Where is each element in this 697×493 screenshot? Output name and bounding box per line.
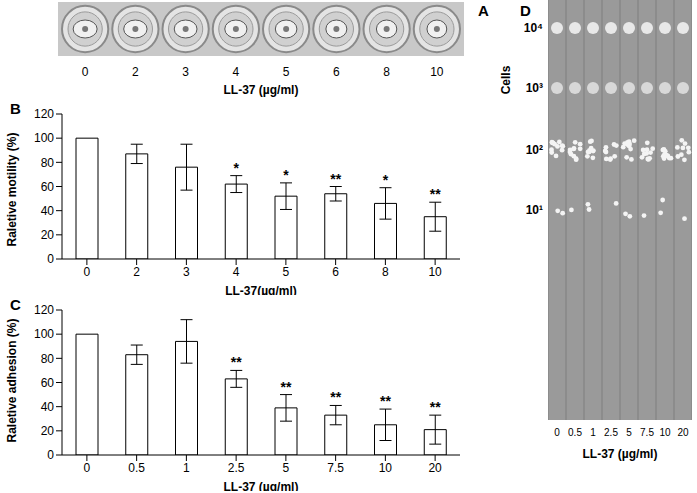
svg-text:0.5: 0.5	[128, 461, 145, 475]
svg-text:**: **	[380, 393, 391, 409]
svg-text:1: 1	[590, 427, 596, 438]
svg-text:7.5: 7.5	[640, 427, 654, 438]
svg-text:LL-37 (µg/ml): LL-37 (µg/ml)	[224, 480, 299, 491]
svg-text:2: 2	[132, 65, 139, 79]
svg-text:LL-37 (µg/ml): LL-37 (µg/ml)	[224, 83, 299, 97]
svg-text:10: 10	[428, 265, 442, 279]
svg-text:1: 1	[183, 461, 190, 475]
svg-text:Raletive adhesion (%): Raletive adhesion (%)	[8, 318, 19, 442]
svg-text:**: **	[281, 379, 292, 395]
svg-text:8: 8	[383, 65, 390, 79]
svg-text:5: 5	[283, 461, 290, 475]
svg-text:10: 10	[379, 461, 393, 475]
svg-text:100: 100	[34, 327, 54, 341]
svg-text:40: 40	[41, 204, 55, 218]
svg-text:100: 100	[34, 131, 54, 145]
svg-text:5: 5	[626, 427, 632, 438]
svg-text:5: 5	[283, 65, 290, 79]
svg-text:10: 10	[430, 65, 444, 79]
svg-text:4: 4	[233, 65, 240, 79]
svg-text:80: 80	[41, 352, 55, 366]
svg-text:2.5: 2.5	[228, 461, 245, 475]
html-text:B: B	[10, 100, 21, 117]
html-text:C: C	[10, 296, 21, 313]
svg-text:0: 0	[84, 461, 91, 475]
svg-text:LL-37(µg/ml): LL-37(µg/ml)	[225, 284, 297, 295]
svg-text:3: 3	[182, 65, 189, 79]
svg-text:60: 60	[41, 376, 55, 390]
svg-text:A: A	[478, 2, 489, 19]
svg-text:5: 5	[283, 265, 290, 279]
svg-text:10²: 10²	[526, 143, 543, 157]
svg-text:20: 20	[41, 228, 55, 242]
svg-text:0: 0	[47, 252, 54, 266]
svg-text:60: 60	[41, 180, 55, 194]
svg-text:D: D	[520, 2, 531, 19]
svg-text:7.5: 7.5	[327, 461, 344, 475]
svg-text:**: **	[231, 354, 242, 370]
svg-text:120: 120	[34, 303, 54, 317]
svg-text:2: 2	[133, 265, 140, 279]
svg-text:6: 6	[332, 265, 339, 279]
svg-text:**: **	[430, 186, 441, 202]
svg-text:3: 3	[183, 265, 190, 279]
svg-text:40: 40	[41, 400, 55, 414]
svg-text:120: 120	[34, 107, 54, 121]
svg-text:20: 20	[428, 461, 442, 475]
svg-text:**: **	[430, 399, 441, 415]
svg-text:8: 8	[382, 265, 389, 279]
svg-text:2.5: 2.5	[604, 427, 618, 438]
svg-text:*: *	[383, 172, 389, 188]
svg-text:10³: 10³	[526, 81, 543, 95]
svg-text:0: 0	[84, 265, 91, 279]
svg-text:*: *	[234, 160, 240, 176]
svg-text:LL-37 (µg/ml): LL-37 (µg/ml)	[583, 447, 658, 461]
svg-text:6: 6	[333, 65, 340, 79]
svg-text:Raletive motility (%): Raletive motility (%)	[8, 132, 19, 246]
svg-text:20: 20	[677, 427, 689, 438]
svg-text:0.5: 0.5	[568, 427, 582, 438]
svg-text:10¹: 10¹	[526, 203, 543, 217]
svg-text:80: 80	[41, 156, 55, 170]
svg-text:10: 10	[659, 427, 671, 438]
svg-text:10⁴: 10⁴	[524, 21, 543, 35]
svg-text:Cells: Cells	[499, 65, 513, 94]
svg-text:*: *	[283, 167, 289, 183]
svg-text:4: 4	[233, 265, 240, 279]
svg-text:0: 0	[82, 65, 89, 79]
svg-text:0: 0	[47, 448, 54, 462]
svg-text:**: **	[330, 171, 341, 187]
svg-text:0: 0	[554, 427, 560, 438]
svg-text:20: 20	[41, 424, 55, 438]
svg-text:**: **	[330, 389, 341, 405]
